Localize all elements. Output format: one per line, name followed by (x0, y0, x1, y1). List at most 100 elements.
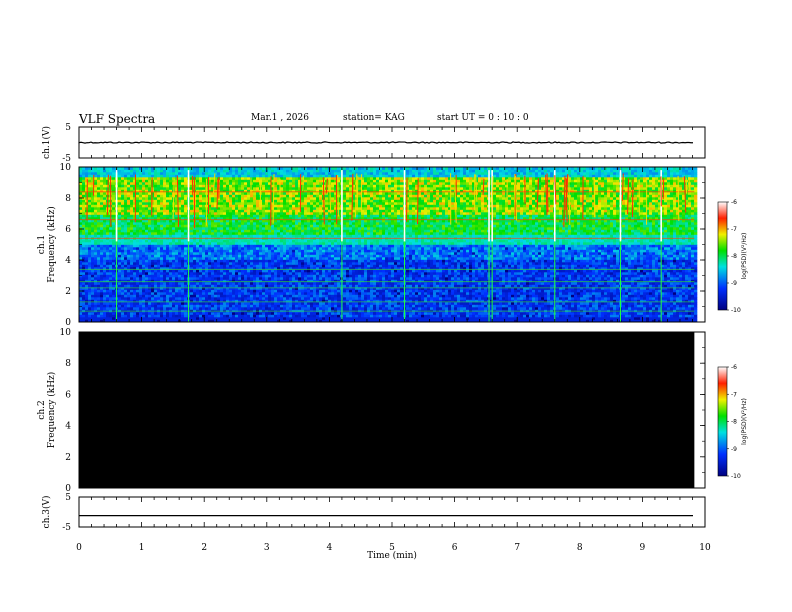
spectrogram-cell (547, 274, 551, 278)
spectrogram-cell (469, 292, 473, 295)
spectrogram-cell (475, 319, 479, 323)
spectrogram-cell (469, 299, 473, 303)
spectrogram-cell (223, 302, 227, 305)
spectrogram-cell (322, 287, 326, 290)
spectrogram-cell (574, 272, 578, 275)
spectrogram-cell (652, 302, 656, 305)
spectrogram-cell (142, 264, 146, 268)
spectrogram-cell (394, 312, 398, 315)
spectrogram-cell (94, 282, 98, 285)
spectrogram-cell (283, 272, 287, 275)
spectrogram-cell (682, 279, 686, 283)
spectrogram-cell (328, 264, 332, 268)
spectrogram-cell (670, 317, 674, 320)
spectrogram-cell (139, 292, 143, 295)
spectrogram-cell (676, 312, 680, 315)
spectrogram-cell (649, 267, 653, 270)
spectrogram-cell (160, 274, 164, 278)
spectrogram-cell (457, 302, 461, 305)
spectrogram-cell (175, 264, 179, 268)
spectrogram-cell (496, 289, 500, 293)
spectrogram-cell (325, 314, 329, 318)
spectrogram-cell (448, 304, 452, 308)
spectrogram-cell (124, 277, 128, 280)
spectrogram-cell (211, 292, 215, 295)
spectrogram-cell (685, 292, 689, 295)
spectrogram-cell (433, 262, 437, 265)
spectrogram-cell (493, 274, 497, 278)
spectrogram-cell (265, 287, 269, 290)
spectrogram-cell (670, 267, 674, 270)
spectrogram-cell (484, 282, 488, 285)
spectrogram-cell (349, 307, 353, 310)
spectrogram-cell (322, 302, 326, 305)
spectrogram-cell (250, 297, 254, 300)
spectrogram-cell (592, 289, 596, 293)
spectrogram-cell (499, 304, 503, 308)
spectrogram-cell (334, 317, 338, 320)
spectrogram-cell (631, 274, 635, 278)
spectrogram-cell (358, 262, 362, 265)
spectrogram-cell (343, 312, 347, 315)
spectrogram-cell (481, 307, 485, 310)
spectrogram-cell (358, 267, 362, 270)
spectrogram-cell (244, 274, 248, 278)
spectrogram-cell (190, 287, 194, 290)
spectrogram-cell (151, 292, 155, 295)
spectrogram-cell (100, 259, 104, 263)
spectrogram-cell (178, 299, 182, 303)
spectrogram-cell (499, 319, 503, 323)
spectrogram-cell (601, 292, 605, 295)
spectrogram-cell (670, 319, 674, 323)
spectrogram-cell (367, 292, 371, 295)
spectrogram-cell (643, 284, 647, 288)
spectrogram-cell (658, 292, 662, 295)
spectrogram-cell (604, 277, 608, 280)
spectrogram-cell (466, 272, 470, 275)
spectrogram-cell (397, 319, 401, 323)
spectrogram-cell (448, 294, 452, 298)
spectrogram-cell (688, 284, 692, 288)
spectrogram-cell (442, 294, 446, 298)
spectrogram-cell (85, 307, 89, 310)
spectrogram-cell (166, 314, 170, 318)
spectrogram-cell (259, 279, 263, 283)
spectrogram-cell (121, 279, 125, 283)
spectrogram-cell (394, 282, 398, 285)
spectrogram-cell (343, 292, 347, 295)
spectrogram-cell (691, 277, 695, 280)
spectrogram-cell (118, 262, 122, 265)
spectrogram-cell (691, 274, 695, 278)
spectrogram-cell (376, 289, 380, 293)
spectrogram-cell (535, 299, 539, 303)
spectrogram-cell (514, 317, 518, 320)
spectrogram-cell (460, 312, 464, 315)
spectrogram-cell (142, 279, 146, 283)
spectrogram-cell (679, 272, 683, 275)
spectrogram-cell (214, 287, 218, 290)
spectrogram-cell (349, 264, 353, 268)
spectrogram-cell (391, 292, 395, 295)
spectrogram-cell (370, 264, 374, 268)
spectrogram-cell (499, 274, 503, 278)
spectrogram-cell (178, 302, 182, 305)
spectrogram-cell (568, 297, 572, 300)
spectrogram-cell (160, 272, 164, 275)
spectrogram-cell (199, 267, 203, 270)
spectrogram-cell (169, 284, 173, 288)
spectrogram-cell (157, 269, 161, 273)
spectrogram-cell (496, 282, 500, 285)
spectrogram-cell (172, 272, 176, 275)
spectrogram-cell (208, 292, 212, 295)
spectrogram-cell (226, 307, 230, 310)
spectrogram-cell (364, 279, 368, 283)
spectrogram-cell (661, 287, 665, 290)
spectrogram-cell (82, 269, 86, 273)
spectrogram-cell (280, 277, 284, 280)
spectrogram-cell (418, 294, 422, 298)
spectrogram-cell (613, 279, 617, 283)
spectrogram-cell (502, 287, 506, 290)
spectrogram-cell (661, 299, 665, 303)
spectrogram-cell (214, 282, 218, 285)
spectrogram-cell (682, 284, 686, 288)
